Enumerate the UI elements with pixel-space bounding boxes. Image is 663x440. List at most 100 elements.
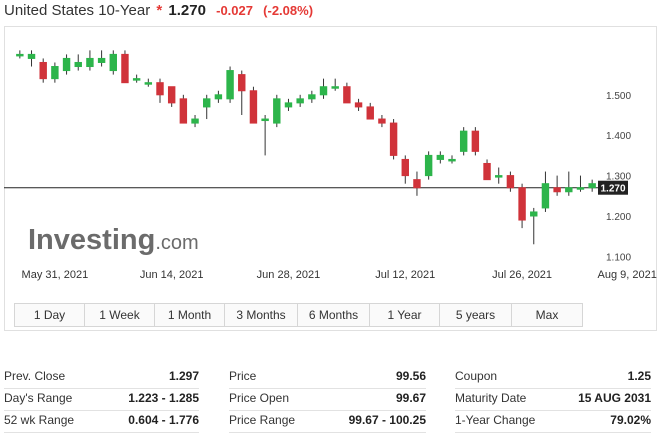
- y-tick-label: 1.400: [606, 131, 631, 142]
- candle-up[interactable]: [541, 183, 550, 209]
- price-change: -0.027: [216, 3, 253, 18]
- candle-up[interactable]: [576, 187, 585, 190]
- stat-value: 79.02%: [610, 413, 651, 427]
- y-tick-label: 1.100: [606, 252, 631, 263]
- x-tick-label: Jul 26, 2021: [492, 269, 552, 281]
- candle-down[interactable]: [471, 130, 480, 152]
- stat-row: Maturity Date 15 AUG 2031: [455, 389, 651, 411]
- candle-down[interactable]: [167, 86, 176, 104]
- candle-up[interactable]: [261, 118, 269, 122]
- candle-down[interactable]: [483, 162, 491, 181]
- instrument-title: United States 10-Year: [4, 2, 151, 19]
- range-button-5-years[interactable]: 5 years: [440, 304, 512, 326]
- candle-down[interactable]: [553, 187, 561, 193]
- candle-up[interactable]: [214, 94, 223, 100]
- candle-up[interactable]: [273, 98, 281, 124]
- candle-down[interactable]: [39, 61, 47, 80]
- candle-down[interactable]: [238, 74, 246, 92]
- candle-down[interactable]: [354, 102, 363, 108]
- range-button-6-months[interactable]: 6 Months: [298, 304, 370, 326]
- last-price-label: 1.270: [600, 184, 625, 195]
- candle-down[interactable]: [121, 53, 129, 84]
- stat-label: Day's Range: [4, 391, 73, 405]
- candle-up[interactable]: [132, 78, 141, 81]
- y-tick-label: 1.200: [606, 212, 631, 223]
- candle-up[interactable]: [319, 86, 328, 96]
- candle-up[interactable]: [97, 57, 106, 63]
- x-tick-label: Aug 9, 2021: [598, 269, 657, 281]
- candle-down[interactable]: [413, 179, 421, 189]
- candlestick-chart[interactable]: Investing.com 1.100 1.200 1.300 1.400 1.500 Ma…: [0, 0, 663, 300]
- candle-up[interactable]: [203, 98, 211, 108]
- stat-row: Day's Range 1.223 - 1.285: [4, 389, 199, 411]
- candle-down[interactable]: [366, 106, 374, 120]
- candle-up[interactable]: [308, 94, 316, 100]
- stat-value: 1.25: [627, 369, 651, 383]
- current-price: 1.270: [168, 2, 206, 19]
- candle-up[interactable]: [62, 57, 71, 72]
- stat-value: 0.604 - 1.776: [128, 413, 199, 427]
- stat-row: Coupon 1.25: [455, 367, 651, 389]
- candle-up[interactable]: [436, 154, 445, 160]
- candle-down[interactable]: [506, 175, 515, 189]
- candle-down[interactable]: [249, 90, 258, 124]
- candle-up[interactable]: [448, 158, 456, 162]
- candle-up[interactable]: [284, 102, 293, 108]
- range-button-1-day[interactable]: 1 Day: [15, 304, 85, 326]
- stat-row: Price Range 99.67 - 100.25: [229, 411, 426, 433]
- watermark-logo: Investing.com: [28, 224, 199, 256]
- stat-value: 99.67 - 100.25: [348, 413, 426, 427]
- candle-up[interactable]: [109, 53, 117, 72]
- candle-up[interactable]: [459, 130, 468, 152]
- stat-label: Price: [229, 369, 257, 383]
- candle-up[interactable]: [565, 187, 573, 193]
- candle-up[interactable]: [16, 53, 24, 57]
- candle-down[interactable]: [378, 118, 386, 124]
- stat-label: Prev. Close: [4, 369, 66, 383]
- stat-row: Prev. Close 1.297: [4, 367, 199, 389]
- candle-up[interactable]: [51, 66, 59, 80]
- stats-column-3: Coupon 1.25 Maturity Date 15 AUG 2031 1-Ye…: [455, 367, 651, 433]
- candle-up[interactable]: [144, 82, 153, 85]
- stat-row: Price Open 99.67: [229, 389, 426, 411]
- candle-down[interactable]: [343, 86, 351, 104]
- stat-label: 52 wk Range: [4, 413, 75, 427]
- stat-value: 99.67: [395, 391, 426, 405]
- range-button-1-week[interactable]: 1 Week: [85, 304, 155, 326]
- candle-up[interactable]: [27, 53, 36, 59]
- candle-down[interactable]: [179, 98, 188, 124]
- stat-value: 1.223 - 1.285: [128, 391, 199, 405]
- stat-row: Price 99.56: [229, 367, 426, 389]
- candle-up[interactable]: [296, 98, 304, 104]
- range-button-1-year[interactable]: 1 Year: [370, 304, 440, 326]
- candle-up[interactable]: [226, 70, 234, 100]
- range-button-3-months[interactable]: 3 Months: [225, 304, 298, 326]
- candle-down[interactable]: [389, 122, 398, 156]
- candle-down[interactable]: [401, 158, 409, 177]
- x-tick-label: Jun 28, 2021: [257, 269, 321, 281]
- chart-header: United States 10-Year * 1.270 -0.027 (-2…: [4, 2, 313, 24]
- candle-up[interactable]: [588, 183, 596, 189]
- stat-label: Price Open: [229, 391, 290, 405]
- candle-up[interactable]: [331, 86, 339, 89]
- stat-value: 15 AUG 2031: [578, 391, 651, 405]
- candle-up[interactable]: [191, 118, 199, 124]
- candle-down[interactable]: [156, 82, 164, 96]
- range-button-1-month[interactable]: 1 Month: [155, 304, 225, 326]
- candle-up[interactable]: [530, 211, 538, 217]
- stat-row: 1-Year Change 79.02%: [455, 411, 651, 433]
- stats-column-2: Price 99.56 Price Open 99.67 Price Range 99…: [229, 367, 426, 433]
- candle-up[interactable]: [424, 154, 433, 177]
- candle-up[interactable]: [495, 175, 503, 178]
- candle-up[interactable]: [74, 61, 82, 68]
- stat-value: 1.297: [168, 369, 199, 383]
- stat-row: 52 wk Range 0.604 - 1.776: [4, 411, 199, 433]
- y-tick-label: 1.500: [606, 91, 631, 102]
- range-button-max[interactable]: Max: [512, 304, 582, 326]
- stat-label: Coupon: [455, 369, 498, 383]
- candle-down[interactable]: [518, 187, 526, 221]
- x-tick-label: May 31, 2021: [22, 269, 89, 281]
- x-tick-label: Jul 12, 2021: [375, 269, 435, 281]
- candle-up[interactable]: [86, 57, 94, 68]
- star-icon: *: [156, 2, 163, 19]
